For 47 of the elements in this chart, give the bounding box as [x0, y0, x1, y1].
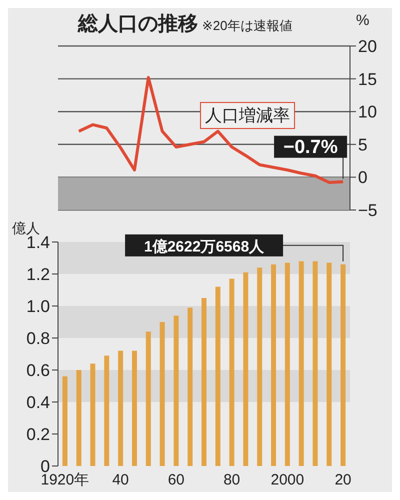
bar [340, 264, 346, 466]
bar [146, 332, 151, 466]
bar [215, 286, 220, 466]
y-tick-label: 0.8 [26, 329, 50, 348]
y-tick-label: 1.0 [26, 297, 50, 316]
x-tick-label: 2000 [270, 472, 304, 489]
y-tick-label: 15 [358, 70, 377, 89]
bar [62, 376, 68, 466]
bar [76, 370, 82, 466]
bar [201, 298, 206, 466]
bar [284, 262, 290, 466]
bar [104, 356, 110, 466]
y-tick-label: 20 [358, 37, 377, 56]
y-tick-label: 0.2 [26, 425, 50, 444]
bar [326, 262, 332, 466]
x-tick-label: 1920年 [40, 472, 90, 489]
bar [174, 316, 179, 466]
bar [298, 261, 304, 466]
bar [90, 364, 96, 466]
bar [160, 322, 165, 466]
x-tick-label: 60 [168, 472, 185, 489]
bar [132, 350, 137, 466]
x-tick-label: 20 [334, 472, 352, 489]
y-tick-label: −5 [358, 201, 378, 220]
bar [271, 264, 276, 466]
y-tick-label: 10 [358, 102, 377, 122]
bar [257, 268, 262, 466]
chart-title: 総人口の推移 [78, 13, 198, 35]
bar [118, 350, 124, 466]
bar [312, 261, 318, 466]
annotation: −0.7% [283, 136, 338, 158]
y-tick-label: 5 [358, 135, 368, 154]
series-label: 人口増減率 [200, 102, 295, 129]
x-tick-label: 80 [223, 472, 240, 489]
y-axis-title: % [356, 12, 370, 29]
x-tick-label: 40 [112, 472, 129, 489]
bar [243, 272, 248, 466]
bar [229, 278, 234, 466]
annotation: 1億2622万6568人 [144, 238, 266, 256]
y-tick-label: 0.4 [26, 393, 50, 412]
line-series [77, 76, 345, 184]
y-axis-title: 億人 [12, 220, 40, 236]
y-tick-label: 0 [358, 168, 368, 188]
bar [188, 308, 193, 466]
y-tick-label: 1.2 [26, 265, 50, 284]
chart-subtitle: ※20年は速報値 [202, 18, 292, 33]
y-tick-label: 0.6 [26, 361, 50, 380]
